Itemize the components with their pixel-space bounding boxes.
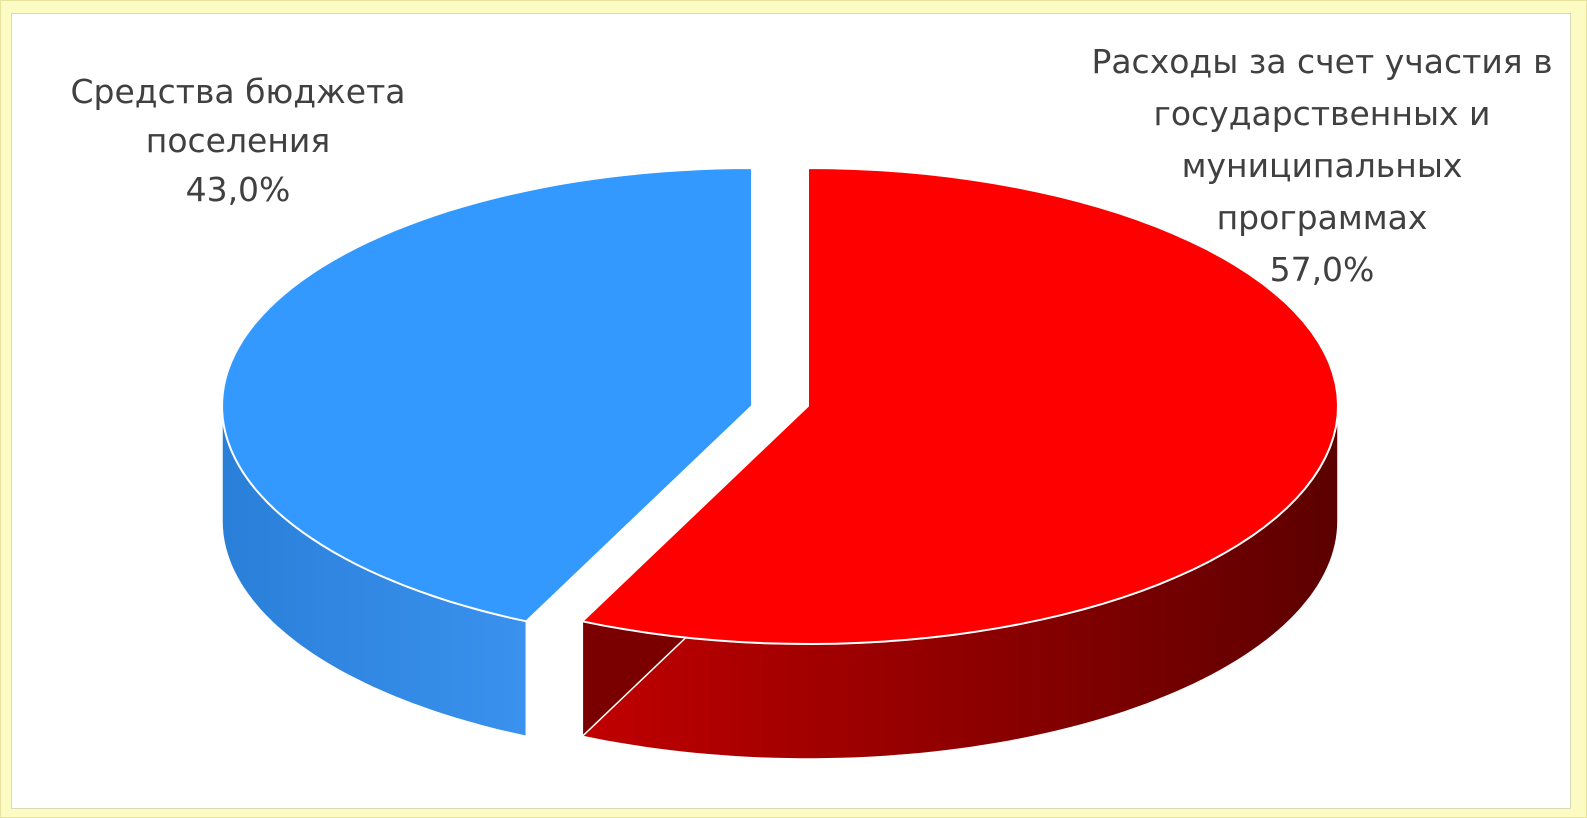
slice-2-label-line-4: программах	[1217, 198, 1428, 237]
label-slice-1: Средства бюджета поселения 43,0%	[70, 72, 405, 209]
slice-1-label-line-2: поселения	[146, 121, 330, 160]
slice-2-label-line-3: муниципальных	[1182, 146, 1463, 185]
slice-2-value-label: 57,0%	[1270, 250, 1375, 289]
slice-2-label-line-1: Расходы за счет участия в	[1091, 42, 1552, 81]
slice-1-top	[221, 166, 753, 623]
slice-1-label-line-1: Средства бюджета	[70, 72, 405, 111]
slice-1-value-label: 43,0%	[186, 170, 291, 209]
slice-2-label-line-2: государственных и	[1154, 94, 1491, 133]
label-slice-2: Расходы за счет участия в государственны…	[1091, 42, 1552, 289]
slice-2-top	[580, 166, 1340, 646]
